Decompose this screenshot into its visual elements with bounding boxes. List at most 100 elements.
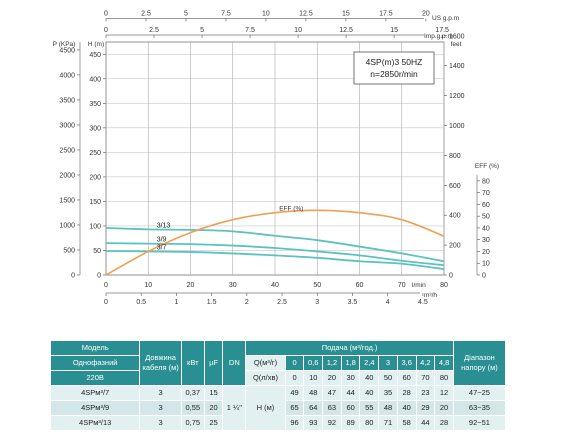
row-head-value: 40 — [359, 385, 380, 401]
row-head-value: 89 — [340, 415, 361, 431]
chart-labels: H (m) P (KPa) feet EFF (%) US g.p.m Imp.g.p.m… — [53, 15, 499, 299]
m3h-tick-label: 0.5 — [136, 299, 146, 306]
eff-tick-label: 80 — [482, 178, 490, 185]
m3h-tick-label: 4.5 — [418, 299, 428, 306]
h-model: Модель — [49, 340, 141, 356]
head-tick-label: 400 — [89, 76, 101, 83]
model-title: 4SP(m)3 50HZ — [366, 57, 423, 67]
q-lmin-value: 80 — [434, 370, 454, 386]
pressure-tick-label: 3000 — [59, 122, 75, 129]
row-head-value: 93 — [303, 415, 324, 431]
us-gpm-tick-label: 20 — [422, 11, 430, 18]
feet-axis-label: feet — [451, 41, 462, 48]
head-tick-label: 50 — [93, 248, 101, 255]
m3h-tick-label: 3.5 — [348, 299, 358, 306]
spec-header-row-3: 220В Q(л/хв) 0 10 20 30 40 50 60 70 80 — [49, 370, 506, 386]
pressure-axis-label: P (KPa) — [53, 41, 76, 48]
imp-gpm-axis-label: Imp.g.p.m — [424, 33, 453, 40]
q-lmin-label: Q(л/хв) — [245, 370, 286, 386]
row-head-value: 40 — [396, 400, 417, 416]
imp-gpm-tick-label: 0 — [104, 27, 108, 34]
series-label: 3/13 — [157, 222, 171, 229]
q-lmin-value: 70 — [415, 370, 436, 386]
model-info-box: 4SP(m)3 50HZ n=2850r/min — [353, 51, 435, 85]
h-supply: Подача (м³/год.) — [245, 340, 454, 356]
spec-header-row-2: Однофазний Q(м³/г) 0 0,6 1,2 1,8 2,4 3 3,6 4,2 4… — [49, 355, 506, 371]
head-tick-label: 0 — [97, 273, 101, 280]
row-model: 4SPм³/9 — [49, 400, 141, 416]
eff-tick-label: 50 — [482, 214, 490, 221]
head-curve-3-7 — [105, 250, 445, 271]
row-h-label: H (м) — [245, 385, 286, 431]
eff-tick-label: 0 — [482, 273, 486, 280]
row-range: 47~25 — [452, 385, 507, 401]
m3h-tick-label: 1.5 — [207, 299, 217, 306]
feet-tick-label: 200 — [449, 243, 461, 250]
q-lmin-value: 20 — [322, 370, 342, 386]
pressure-tick-label: 0 — [71, 273, 75, 280]
row-uf: 15 — [203, 385, 224, 401]
q-m3h-value: 0 — [284, 355, 305, 371]
chart-axes: 0501001502002503003504004500500100015002… — [59, 11, 489, 307]
row-cable: 3 — [139, 415, 182, 431]
eff-tick-label: 30 — [482, 237, 490, 244]
head-curve-3-9 — [105, 242, 445, 267]
efficiency-curve-label: EFF (%) — [279, 205, 303, 212]
q-m3h-label: Q(м³/г) — [245, 355, 286, 371]
row-kw: 0,55 — [180, 400, 205, 416]
row-head-value: 60 — [340, 400, 361, 416]
pressure-tick-label: 1000 — [59, 222, 75, 229]
lmin-tick-label: 70 — [398, 282, 406, 289]
us-gpm-tick-label: 17.5 — [379, 11, 393, 18]
efficiency-curve — [105, 209, 445, 276]
row-head-value: 20 — [434, 400, 454, 416]
q-m3h-value: 4,2 — [415, 355, 436, 371]
us-gpm-axis-label: US g.p.m — [432, 15, 459, 22]
eff-axis-label: EFF (%) — [475, 163, 499, 170]
lmin-tick-label: 30 — [229, 282, 237, 289]
lmin-tick-label: 0 — [104, 282, 108, 289]
pressure-tick-label: 2500 — [59, 147, 75, 154]
feet-tick-label: 800 — [449, 153, 461, 160]
head-tick-label: 100 — [89, 223, 101, 230]
pressure-tick-label: 3500 — [59, 97, 75, 104]
chart-curves — [105, 209, 445, 276]
q-lmin-value: 50 — [378, 370, 398, 386]
spec-row: 4SPм³/7 3 0,37 15 1 ¼" H (м) 49 48 47 44 40 3… — [49, 385, 507, 431]
feet-tick-label: 0 — [449, 273, 453, 280]
row-dn: 1 ¼" — [222, 385, 247, 431]
pressure-tick-label: 4000 — [59, 72, 75, 79]
head-tick-label: 150 — [89, 199, 101, 206]
h-cable: Довжина кабеля (м) — [139, 340, 182, 386]
head-tick-label: 250 — [89, 150, 101, 157]
m3h-tick-label: 2.5 — [277, 299, 287, 306]
m3h-tick-label: 1 — [174, 299, 178, 306]
spec-header-row-1: Модель Довжина кабеля (м) кВт µF DN Пода… — [49, 340, 507, 386]
m3h-tick-label: 4 — [386, 299, 390, 306]
q-lmin-value: 10 — [303, 370, 324, 386]
h-voltage: 220В — [49, 370, 141, 386]
row-cable: 3 — [139, 385, 182, 401]
row-head-value: 58 — [396, 415, 417, 431]
lmin-tick-label: 10 — [144, 282, 152, 289]
h-single: Однофазний — [49, 355, 141, 371]
us-gpm-tick-label: 0 — [104, 11, 108, 18]
us-gpm-tick-label: 7.5 — [221, 11, 231, 18]
m3h-tick-label: 0 — [104, 299, 108, 306]
h-dn: DN — [222, 340, 247, 386]
row-head-value: 12 — [434, 385, 454, 401]
row-head-value: 92 — [322, 415, 342, 431]
row-head-value: 44 — [415, 415, 436, 431]
us-gpm-tick-label: 5 — [184, 11, 188, 18]
row-head-value: 65 — [284, 400, 305, 416]
row-head-value: 35 — [378, 385, 398, 401]
q-m3h-value: 0,6 — [303, 355, 324, 371]
head-axis-label: H (m) — [88, 41, 104, 48]
row-head-value: 55 — [359, 400, 380, 416]
row-head-value: 47 — [322, 385, 342, 401]
q-m3h-value: 3,6 — [396, 355, 417, 371]
eff-tick-label: 70 — [482, 190, 490, 197]
row-head-value: 28 — [434, 415, 454, 431]
us-gpm-tick-label: 10 — [262, 11, 270, 18]
row-kw: 0,75 — [180, 415, 205, 431]
